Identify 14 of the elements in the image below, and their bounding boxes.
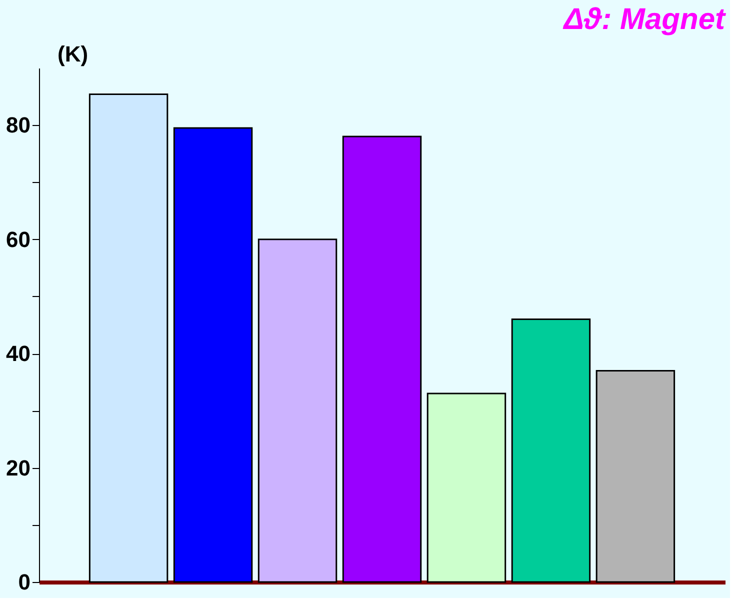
y-tick-label: 40 — [6, 341, 30, 366]
bar — [596, 370, 676, 583]
y-tick-label: 80 — [6, 112, 30, 138]
bar — [342, 136, 422, 583]
y-tick-label: 20 — [6, 455, 30, 480]
bar — [258, 238, 338, 583]
y-tick-label: 60 — [6, 226, 30, 252]
y-tick-label: 0 — [18, 570, 30, 594]
bar — [426, 392, 506, 583]
bar — [173, 127, 253, 583]
chart-title: Δϑ: Magnet — [562, 3, 727, 36]
bar — [511, 318, 591, 583]
y-axis-title: (K) — [58, 42, 88, 66]
bar — [88, 94, 168, 583]
